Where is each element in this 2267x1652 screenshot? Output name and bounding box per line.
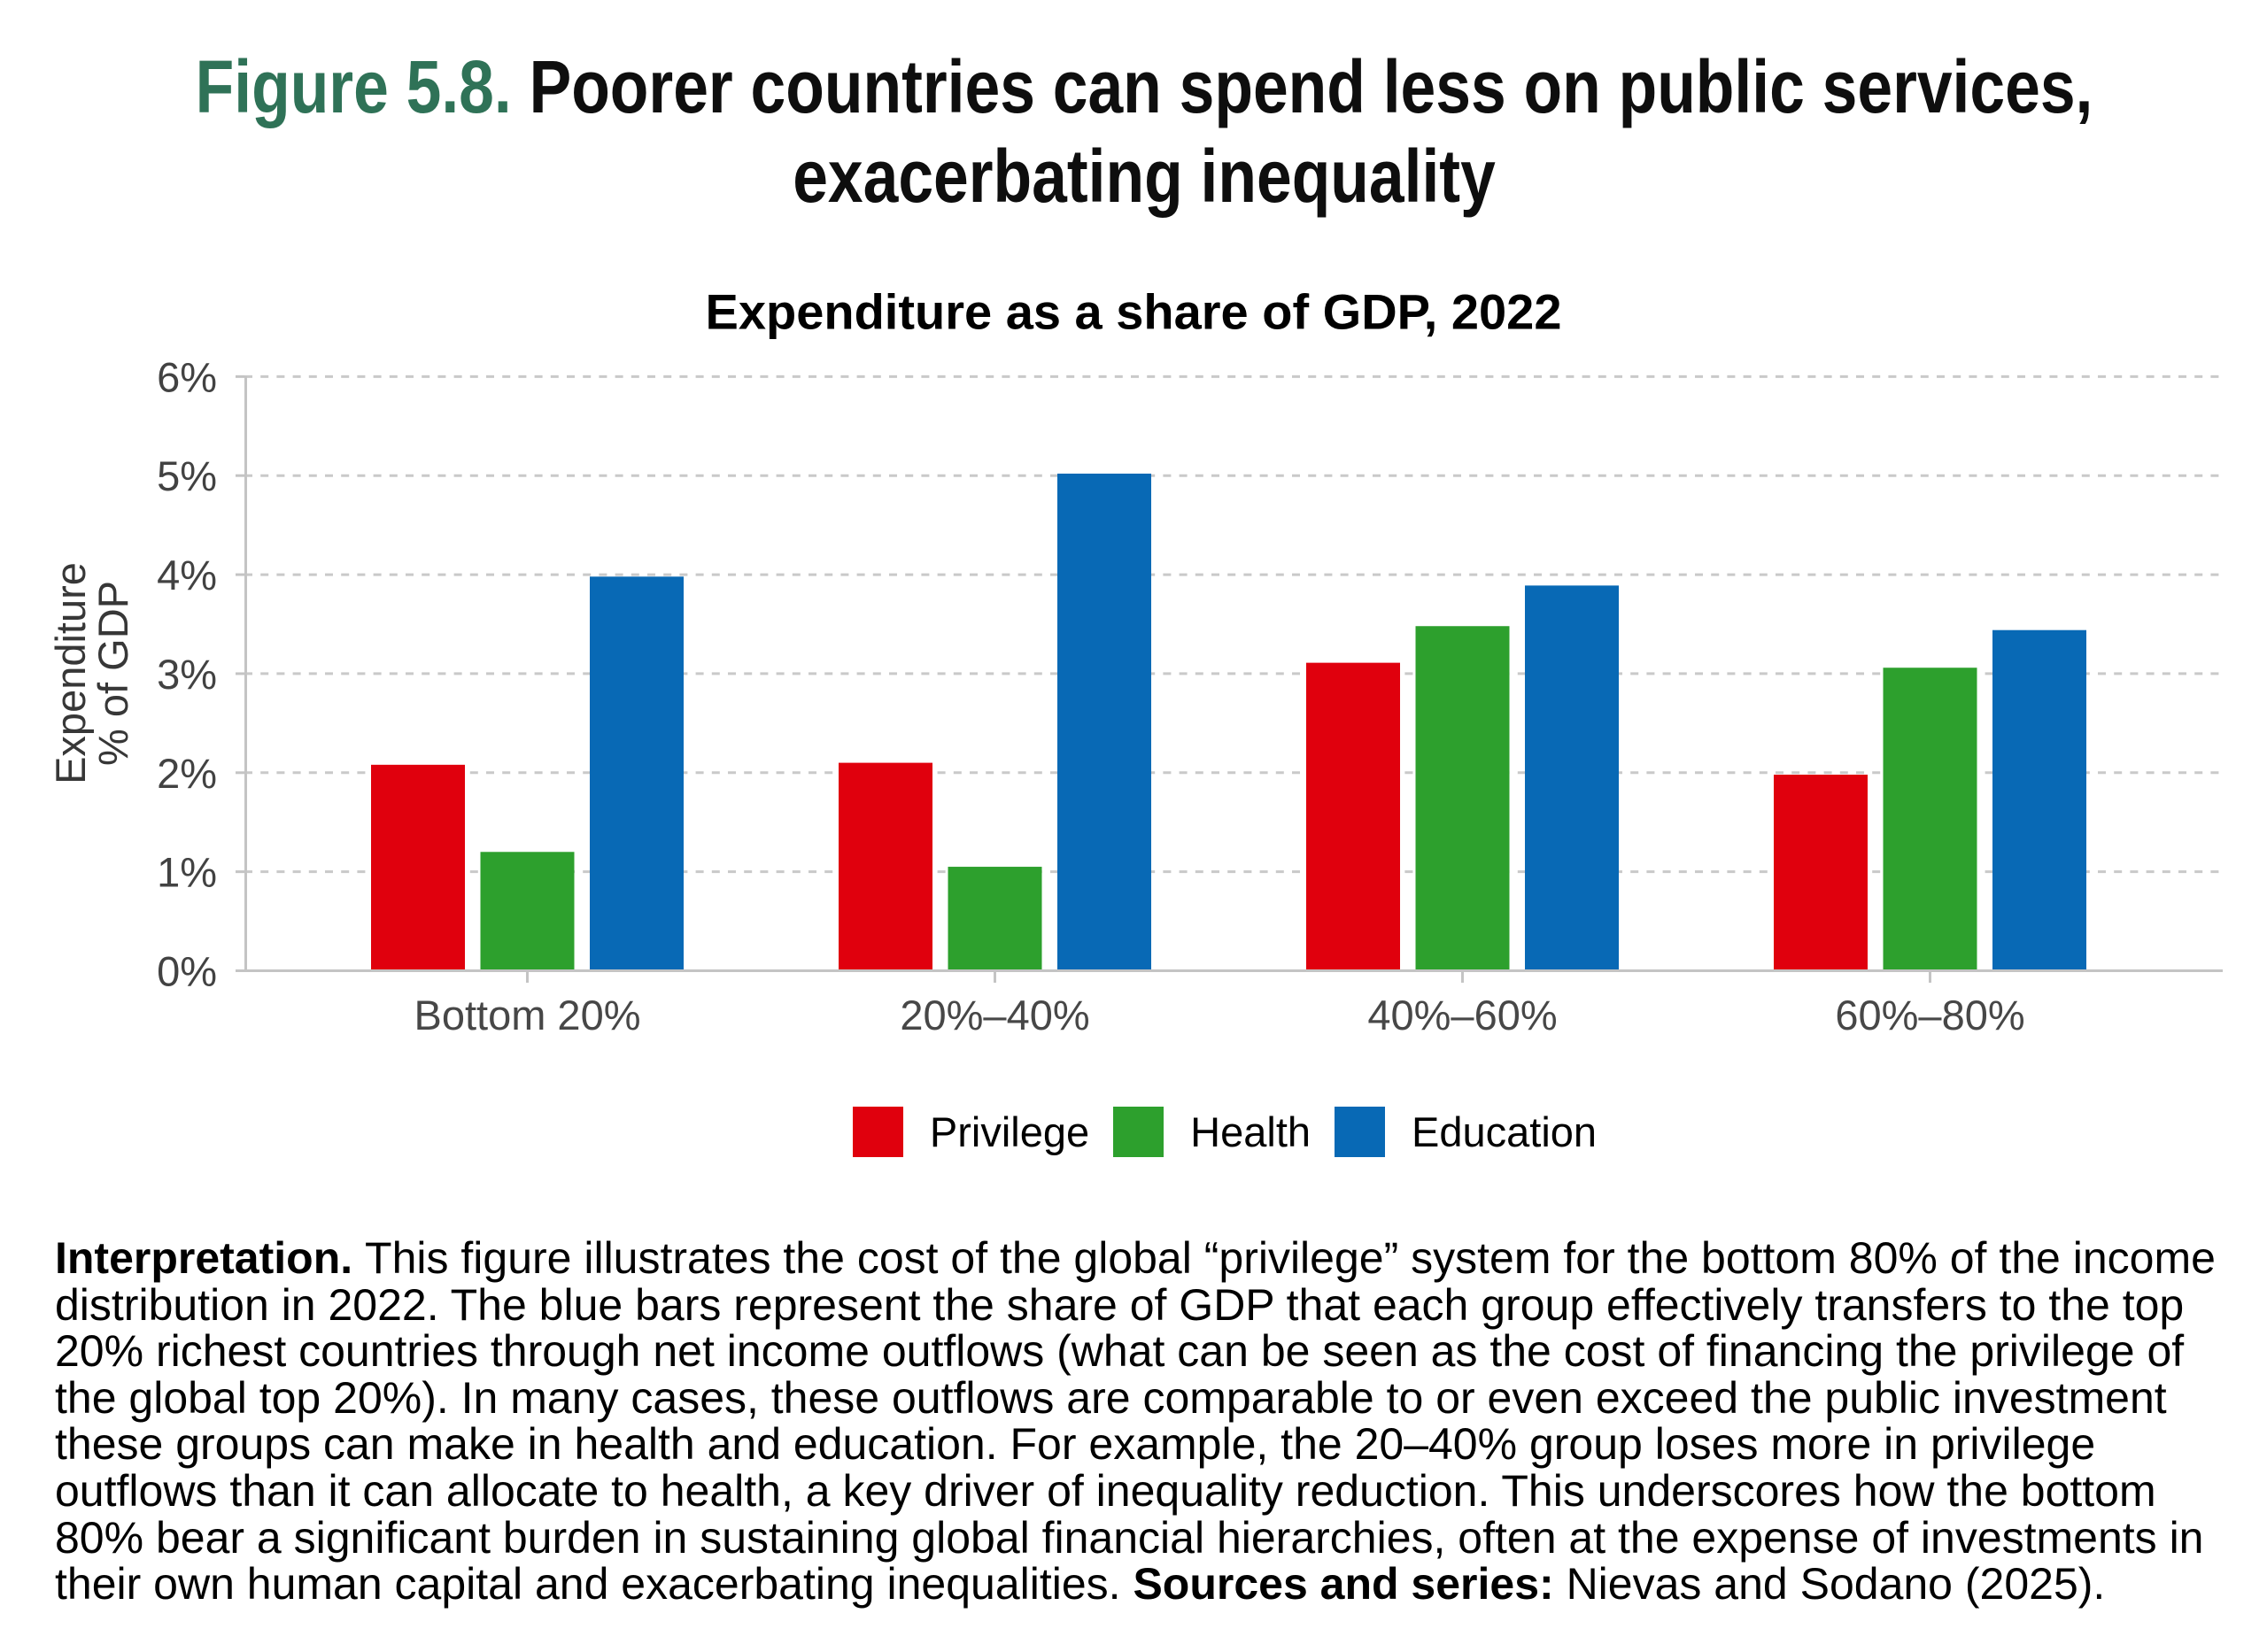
interpretation-segment: 80% bear a significant burden in sustain… <box>55 1512 2204 1563</box>
y-tick-labels: 0% 1% 2% 3% 4% 5% 6% <box>157 353 217 994</box>
interpretation-text: Interpretation. This figure illustrates … <box>55 1235 2251 1608</box>
figure-title-line1: Figure 5.8. Poorer countries can spend l… <box>143 42 2146 132</box>
interpretation-line-4: the global top 20%). In many cases, thes… <box>55 1372 2251 1423</box>
y-tick-label-1%: 1% <box>157 849 217 896</box>
y-axis-label-line2: % of GDP <box>89 581 136 766</box>
figure-number: Figure 5.8. <box>195 45 512 128</box>
legend-label-privilege: Privilege <box>929 1108 1090 1155</box>
bar-education-3 <box>1992 629 2086 971</box>
y-tick-label-2%: 2% <box>157 750 217 797</box>
legend-swatch-privilege <box>852 1106 903 1157</box>
y-tick-label-5%: 5% <box>157 452 217 499</box>
legend-swatch-health <box>1113 1106 1164 1157</box>
interpretation-segment: these groups can make in health and educ… <box>55 1419 2096 1470</box>
interpretation-line-1: Interpretation. This figure illustrates … <box>55 1235 2251 1282</box>
interpretation-bold-segment: Interpretation. <box>55 1233 366 1283</box>
figure-title: Figure 5.8. Poorer countries can spend l… <box>143 42 2146 221</box>
bar-privilege-1 <box>839 762 932 971</box>
y-tick-label-3%: 3% <box>157 651 217 698</box>
interpretation-line-7: 80% bear a significant burden in sustain… <box>55 1512 2251 1563</box>
interpretation-segment: distribution in 2022. The blue bars repr… <box>55 1279 2185 1330</box>
interpretation-line-3: 20% richest countries through net income… <box>55 1328 2251 1375</box>
chart-legend: Privilege Health Education <box>236 1106 2214 1157</box>
bar-education-1 <box>1057 473 1151 971</box>
interpretation-segment: outflows than it can allocate to health,… <box>55 1465 2156 1516</box>
interpretation-line-5: these groups can make in health and educ… <box>55 1421 2251 1468</box>
bar-health-3 <box>1883 668 1977 971</box>
interpretation-bold-segment: Sources and series: <box>1133 1559 1567 1610</box>
interpretation-segment: This figure illustrates the cost of the … <box>365 1233 2216 1283</box>
bar-privilege-3 <box>1774 775 1868 971</box>
x-category-label-3: 60%–80% <box>1835 992 2024 1038</box>
y-tick-label-6%: 6% <box>157 353 217 400</box>
interpretation-segment: the global top 20%). In many cases, thes… <box>55 1372 2167 1423</box>
bar-privilege-0 <box>371 764 465 971</box>
legend-item-education: Education <box>1335 1106 1598 1157</box>
x-category-label-1: 20%–40% <box>900 992 1089 1038</box>
bar-education-0 <box>590 576 684 971</box>
y-tick-label-4%: 4% <box>157 552 217 598</box>
legend-label-education: Education <box>1412 1108 1598 1155</box>
figure-title-text: Poorer countries can spend less on publi… <box>511 45 2093 128</box>
legend-swatch-education <box>1335 1106 1386 1157</box>
bar-education-2 <box>1525 585 1619 971</box>
bar-health-2 <box>1415 626 1510 971</box>
x-axis-ticks <box>526 972 1931 983</box>
interpretation-segment: their own human capital and exacerbating… <box>55 1559 1134 1610</box>
x-category-label-0: Bottom 20% <box>414 992 640 1038</box>
bar-health-0 <box>480 852 575 971</box>
interpretation-segment: 20% richest countries through net income… <box>55 1326 2185 1377</box>
interpretation-line-8: their own human capital and exacerbating… <box>55 1561 2251 1608</box>
legend-label-health: Health <box>1190 1108 1311 1155</box>
figure-title-line2: exacerbating inequality <box>793 134 1496 218</box>
x-category-labels: Bottom 20% 20%–40% 40%–60% 60%–80% <box>414 992 2024 1038</box>
bar-health-1 <box>948 867 1042 971</box>
interpretation-line-2: distribution in 2022. The blue bars repr… <box>55 1279 2251 1330</box>
legend-item-health: Health <box>1113 1106 1311 1157</box>
y-axis-ticks <box>236 374 244 972</box>
interpretation-line-6: outflows than it can allocate to health,… <box>55 1468 2251 1515</box>
y-tick-label-0%: 0% <box>157 948 217 995</box>
x-category-label-2: 40%–60% <box>1367 992 1557 1038</box>
chart-title: Expenditure as a share of GDP, 2022 <box>706 284 1562 340</box>
bars <box>371 473 2086 971</box>
interpretation-segment: Nievas and Sodano (2025). <box>1566 1559 2106 1610</box>
bar-privilege-2 <box>1306 662 1400 971</box>
legend-item-privilege: Privilege <box>852 1106 1090 1157</box>
y-axis-label-line1: Expenditure <box>47 562 94 784</box>
